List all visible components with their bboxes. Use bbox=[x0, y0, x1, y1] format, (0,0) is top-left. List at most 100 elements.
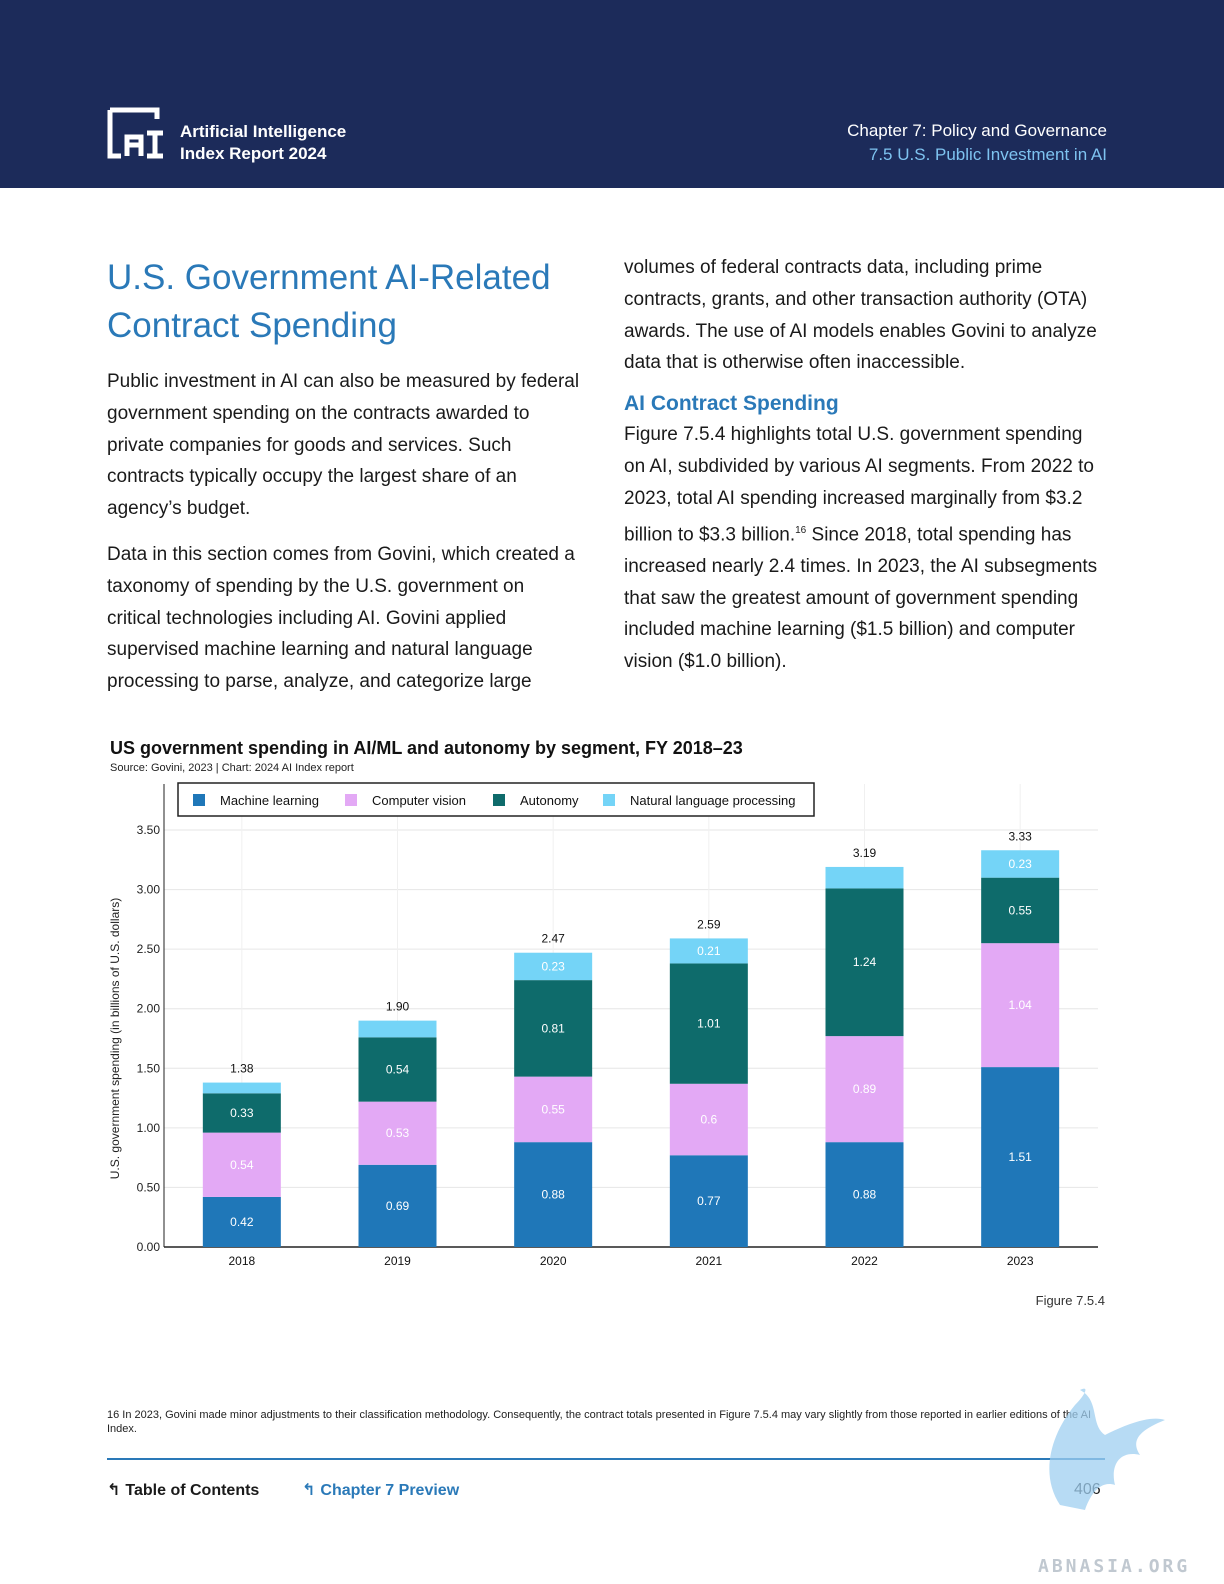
return-arrow-icon: ↰ bbox=[302, 1482, 316, 1499]
legend-swatch bbox=[193, 794, 205, 806]
footnote-ref[interactable]: 16 bbox=[795, 524, 807, 536]
data-label: 1.01 bbox=[697, 1017, 721, 1031]
y-tick-label: 1.00 bbox=[137, 1121, 161, 1135]
y-tick-label: 3.50 bbox=[137, 823, 161, 837]
x-tick-label: 2022 bbox=[851, 1254, 878, 1268]
bar-segment bbox=[202, 1093, 281, 1133]
data-label: 1.04 bbox=[1008, 998, 1032, 1012]
figure-label: Figure 7.5.4 bbox=[1035, 1293, 1105, 1308]
legend-label: Machine learning bbox=[220, 793, 319, 808]
bar-segment bbox=[825, 888, 904, 1037]
bar-segment bbox=[202, 1082, 281, 1094]
data-label: 0.21 bbox=[697, 944, 721, 958]
subheading: AI Contract Spending bbox=[624, 392, 839, 416]
section-heading: U.S. Government AI-Related Contract Spen… bbox=[107, 258, 551, 345]
total-label: 3.33 bbox=[1008, 829, 1032, 843]
bar-segment bbox=[981, 943, 1060, 1068]
y-tick-label: 0.00 bbox=[137, 1240, 161, 1254]
bar-segment bbox=[202, 1196, 281, 1247]
x-tick-label: 2019 bbox=[384, 1254, 411, 1268]
data-label: 1.24 bbox=[853, 955, 877, 969]
bar-segment bbox=[514, 1142, 593, 1247]
bar-segment bbox=[514, 980, 593, 1077]
total-label: 1.90 bbox=[386, 1000, 410, 1014]
chapter-title: Chapter 7: Policy and Governance bbox=[847, 121, 1107, 140]
left-column: U.S. Government AI-Related Contract Spen… bbox=[107, 254, 582, 698]
footnote: 16 In 2023, Govini made minor adjustment… bbox=[107, 1409, 1091, 1435]
report-title: Artificial Intelligence Index Report 202… bbox=[180, 122, 347, 163]
x-tick-label: 2023 bbox=[1007, 1254, 1034, 1268]
data-label: 0.54 bbox=[386, 1062, 410, 1076]
bar-segment bbox=[981, 877, 1060, 944]
data-label: 0.81 bbox=[541, 1021, 565, 1035]
data-label: 0.77 bbox=[697, 1194, 721, 1208]
data-label: 0.55 bbox=[1008, 903, 1032, 917]
bar-segment bbox=[669, 1155, 748, 1247]
chart-title: US government spending in AI/ML and auto… bbox=[110, 738, 743, 758]
total-label: 3.19 bbox=[853, 846, 877, 860]
data-label: 0.54 bbox=[230, 1158, 254, 1172]
y-tick-label: 3.00 bbox=[137, 883, 161, 897]
y-axis-label: U.S. government spending (in billions of… bbox=[108, 898, 122, 1179]
data-label: 0.88 bbox=[853, 1188, 877, 1202]
page-header: Artificial Intelligence Index Report 202… bbox=[0, 0, 1224, 188]
table-of-contents-link[interactable]: ↰ Table of Contents bbox=[107, 1482, 260, 1499]
bar-segment bbox=[669, 938, 748, 964]
data-label: 0.89 bbox=[853, 1082, 877, 1096]
data-label: 0.53 bbox=[386, 1126, 410, 1140]
y-tick-label: 2.50 bbox=[137, 942, 161, 956]
chart-source: Source: Govini, 2023 | Chart: 2024 AI In… bbox=[110, 762, 354, 774]
watermark-text: ABNASIA.ORG bbox=[1038, 1556, 1191, 1577]
data-label: 1.51 bbox=[1008, 1150, 1032, 1164]
y-tick-label: 1.50 bbox=[137, 1061, 161, 1075]
data-label: 0.23 bbox=[541, 959, 565, 973]
bar-segment bbox=[669, 1083, 748, 1156]
ai-index-logo-icon bbox=[107, 107, 163, 159]
chapter-preview-link[interactable]: ↰ Chapter 7 Preview bbox=[302, 1482, 460, 1499]
return-arrow-icon: ↰ bbox=[107, 1482, 121, 1499]
x-tick-label: 2020 bbox=[540, 1254, 567, 1268]
legend-label: Autonomy bbox=[520, 793, 579, 808]
total-label: 2.47 bbox=[541, 932, 565, 946]
legend-swatch bbox=[345, 794, 357, 806]
section-title: 7.5 U.S. Public Investment in AI bbox=[868, 145, 1107, 164]
bar-segment bbox=[825, 1036, 904, 1143]
bar-segment bbox=[202, 1132, 281, 1197]
data-label: 0.69 bbox=[386, 1199, 410, 1213]
stacked-bar-chart: 0.00 0.50 1.00 1.50 2.00 2.50 3.00 3.50 U.S. gov… bbox=[108, 782, 1098, 1268]
bar-segment bbox=[358, 1164, 437, 1247]
bar-segment bbox=[825, 1142, 904, 1247]
legend-label: Natural language processing bbox=[630, 793, 796, 808]
bar-segment bbox=[981, 1067, 1060, 1247]
bar-segment bbox=[669, 963, 748, 1084]
bar-segment bbox=[981, 850, 1060, 878]
data-label: 0.33 bbox=[230, 1106, 254, 1120]
data-label: 0.88 bbox=[541, 1188, 565, 1202]
paragraph: Data in this section comes from Govini, … bbox=[107, 543, 575, 693]
total-label: 1.38 bbox=[230, 1062, 254, 1076]
bar-segment bbox=[358, 1101, 437, 1165]
data-label: 0.55 bbox=[541, 1102, 565, 1116]
data-label: 0.6 bbox=[700, 1113, 717, 1127]
bar-segment bbox=[514, 1076, 593, 1143]
paragraph: Public investment in AI can also be meas… bbox=[107, 371, 580, 520]
data-label: 0.42 bbox=[230, 1215, 254, 1229]
bar-segment bbox=[514, 952, 593, 981]
dragon-watermark-icon bbox=[1049, 1388, 1165, 1510]
footer-divider bbox=[107, 1458, 1105, 1460]
x-tick-label: 2018 bbox=[228, 1254, 255, 1268]
right-column: volumes of federal contracts data, inclu… bbox=[624, 252, 1106, 678]
paragraph: Figure 7.5.4 highlights total U.S. gover… bbox=[624, 424, 1098, 673]
data-label: 0.23 bbox=[1008, 857, 1032, 871]
legend-swatch bbox=[493, 794, 505, 806]
total-label: 2.59 bbox=[697, 917, 721, 931]
bar-segment bbox=[358, 1037, 437, 1102]
paragraph: volumes of federal contracts data, inclu… bbox=[624, 257, 1097, 374]
x-tick-label: 2021 bbox=[695, 1254, 722, 1268]
bar-segment bbox=[825, 866, 904, 889]
y-tick-label: 0.50 bbox=[137, 1180, 161, 1194]
legend-label: Computer vision bbox=[372, 793, 466, 808]
legend-swatch bbox=[603, 794, 615, 806]
bar-segment bbox=[358, 1020, 437, 1038]
chapter-heading: Chapter 7: Policy and Governance 7.5 U.S… bbox=[847, 119, 1107, 167]
